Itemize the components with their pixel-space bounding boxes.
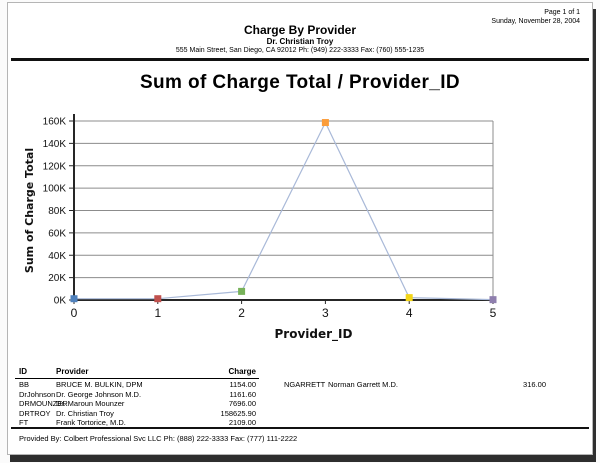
data-point-marker [489, 296, 497, 304]
column-header-charge: Charge [228, 367, 256, 376]
svg-text:0: 0 [71, 306, 78, 320]
table-header-rule [15, 378, 259, 379]
svg-text:80K: 80K [48, 206, 66, 217]
svg-text:100K: 100K [43, 184, 67, 195]
cell-provider: Norman Garrett M.D. [328, 380, 399, 389]
data-point-marker [321, 119, 329, 127]
cell-id: DrJohnson [19, 389, 56, 399]
table-row: DRMOUNZER Dr. Maroun Mounzer 7696.00 [8, 399, 592, 409]
cell-charge: 158625.90 [220, 408, 256, 418]
svg-text:20K: 20K [48, 273, 66, 284]
data-point-marker [70, 295, 78, 303]
cell-charge: 1161.60 [229, 389, 256, 399]
cell-provider: Dr. George Johnson M.D. [56, 389, 142, 399]
cell-provider: Frank Tortorice, M.D. [56, 418, 126, 427]
svg-text:160K: 160K [43, 117, 67, 128]
cell-provider: Dr. Christian Troy [56, 408, 114, 418]
report-date: Sunday, November 28, 2004 [491, 18, 580, 25]
provided-by-text: Provided By: Colbert Professional Svc LL… [19, 434, 298, 443]
column-header-id: ID [19, 367, 27, 376]
cell-id: NGARRETT [284, 380, 326, 389]
table-rows-left: BB BRUCE M. BULKIN, DPM 1154.00 DrJohnson Dr… [8, 380, 592, 428]
table-rows-right: NGARRETT Norman Garrett M.D. 316.00 [8, 380, 592, 390]
x-axis-label: Provider_ID [275, 327, 353, 342]
chart-title: Sum of Charge Total / Provider_ID [139, 72, 461, 93]
svg-text:60K: 60K [48, 228, 66, 239]
svg-text:120K: 120K [43, 161, 67, 172]
cell-id: DRTROY [19, 408, 51, 418]
report-subtitle: Dr. Christian Troy [266, 37, 334, 46]
cell-provider: BRUCE M. BULKIN, DPM [56, 380, 143, 389]
cell-charge: 316.00 [523, 380, 546, 389]
svg-text:4: 4 [406, 306, 413, 320]
data-point-marker [405, 294, 413, 302]
charge-by-provider-line-chart: 0K 20K 40K 60K 80K 100K 120K 140K 160K 0 1 2 3 4 5 Prov… [23, 114, 497, 342]
report-page: Page 1 of 1 Sunday, November 28, 2004 Ch… [7, 2, 593, 455]
data-point-marker [238, 287, 246, 295]
table-row: FT Frank Tortorice, M.D. 2109.00 [8, 418, 592, 428]
cell-id: DRMOUNZER [19, 399, 68, 408]
table-row: BB BRUCE M. BULKIN, DPM 1154.00 [8, 380, 592, 390]
cell-charge: 7696.00 [228, 399, 256, 408]
svg-text:0K: 0K [54, 296, 67, 307]
table-row: NGARRETT Norman Garrett M.D. 316.00 [8, 380, 592, 390]
svg-text:2: 2 [238, 306, 245, 320]
page-number: Page 1 of 1 [544, 9, 580, 16]
svg-text:140K: 140K [43, 139, 67, 150]
cell-id: FT [19, 418, 29, 427]
column-header-provider: Provider [56, 367, 89, 376]
svg-text:3: 3 [322, 306, 329, 320]
y-axis-label: Sum of Charge Total [23, 148, 36, 273]
cell-charge: 2109.00 [228, 418, 256, 427]
table-row: DRTROY Dr. Christian Troy 158625.90 [8, 409, 592, 419]
report-title: Charge By Provider [243, 23, 357, 37]
data-point-marker [154, 295, 162, 303]
cell-id: BB [19, 380, 30, 389]
report-address: 555 Main Street, San Diego, CA 92012 Ph:… [175, 47, 425, 54]
cell-charge: 1154.00 [229, 380, 256, 389]
cell-provider: Dr. Maroun Mounzer [56, 399, 125, 408]
table-row: DrJohnson Dr. George Johnson M.D. 1161.60 [8, 390, 592, 400]
footer-rule [11, 427, 589, 429]
svg-text:5: 5 [490, 306, 497, 320]
svg-text:40K: 40K [48, 251, 66, 262]
svg-text:1: 1 [154, 306, 161, 320]
header-rule [11, 58, 589, 61]
